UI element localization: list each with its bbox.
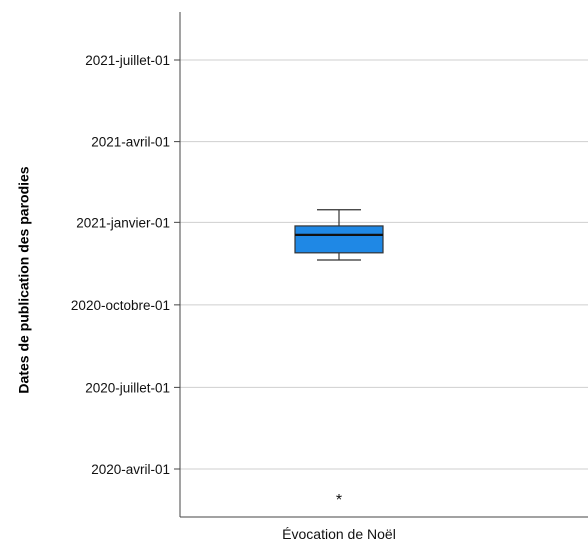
y-tick-labels: 2020-avril-01 2020-juillet-01 2020-octobre… <box>71 53 180 477</box>
box-series: * <box>294 209 384 509</box>
iqr-box <box>294 225 384 254</box>
x-category-labels: Évocation de Noël <box>282 526 396 541</box>
y-tick-label: 2021-juillet-01 <box>85 53 170 68</box>
y-tick-label: 2021-janvier-01 <box>76 215 170 230</box>
y-axis-title: Dates de publication des parodies <box>16 166 32 393</box>
y-tick-label: 2020-avril-01 <box>91 462 170 477</box>
y-tick-label: 2020-juillet-01 <box>85 380 170 395</box>
outlier-marker: * <box>336 492 342 509</box>
gridlines <box>180 59 588 470</box>
x-category-label: Évocation de Noël <box>282 526 396 541</box>
y-tick-label: 2020-octobre-01 <box>71 298 170 313</box>
y-tick-label: 2021-avril-01 <box>91 135 170 150</box>
